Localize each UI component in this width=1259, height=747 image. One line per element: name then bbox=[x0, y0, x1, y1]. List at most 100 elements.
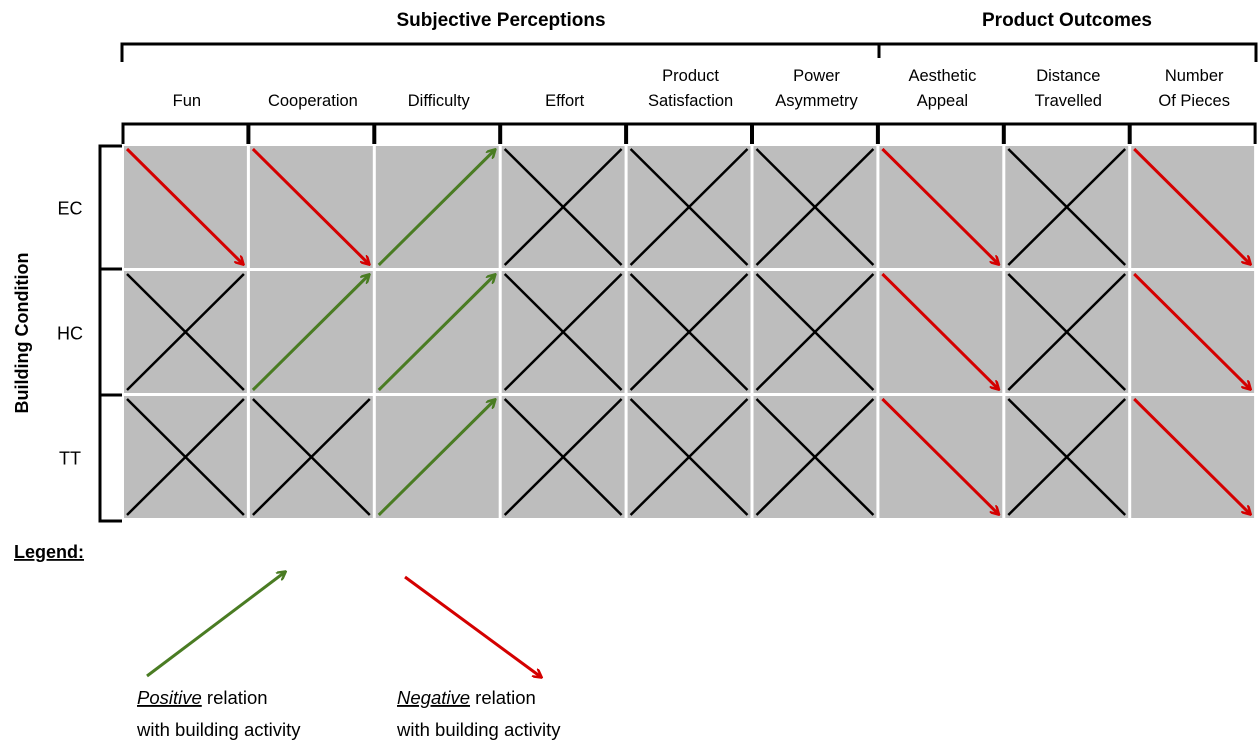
column-label: Number bbox=[1165, 67, 1224, 85]
column-label: Power bbox=[793, 67, 840, 85]
negative-arrow bbox=[1133, 147, 1250, 264]
column-bracket bbox=[1002, 122, 1131, 144]
cross-line bbox=[629, 273, 749, 391]
cell-none bbox=[1005, 396, 1129, 518]
negative-arrow bbox=[1133, 397, 1250, 514]
cell-negative bbox=[249, 146, 373, 268]
legend-negative-label: Negative relation bbox=[397, 687, 536, 708]
column-label: Travelled bbox=[1035, 92, 1102, 110]
cell-positive bbox=[249, 271, 373, 393]
column-bracket bbox=[247, 122, 376, 144]
cell-positive bbox=[375, 396, 499, 518]
cell-grid bbox=[124, 146, 1255, 518]
cell-none bbox=[753, 146, 877, 268]
negative-arrow bbox=[1133, 272, 1250, 389]
positive-arrow bbox=[377, 400, 495, 517]
column-bracket bbox=[373, 122, 502, 144]
legend-negative-arrow bbox=[404, 575, 541, 677]
column-label: Fun bbox=[173, 92, 201, 110]
cross-line bbox=[629, 398, 749, 516]
column-label: Distance bbox=[1036, 67, 1100, 85]
column-label: Effort bbox=[545, 92, 585, 110]
cross-line bbox=[503, 273, 623, 391]
cell-none bbox=[1005, 146, 1129, 268]
column-bracket bbox=[751, 122, 879, 144]
cross-line bbox=[503, 398, 623, 516]
cell-none bbox=[501, 146, 625, 268]
legend-title: Legend: bbox=[14, 542, 84, 562]
cross-line bbox=[126, 273, 245, 391]
positive-arrow bbox=[377, 150, 495, 267]
cell-none bbox=[1005, 271, 1129, 393]
legend-positive-line2: with building activity bbox=[136, 719, 301, 740]
column-label: Asymmetry bbox=[775, 92, 858, 110]
column-label: Product bbox=[662, 67, 719, 85]
cell-positive bbox=[375, 146, 499, 268]
cell-none bbox=[627, 271, 751, 393]
cell-none bbox=[753, 271, 877, 393]
cell-negative bbox=[879, 396, 1003, 518]
negative-arrow bbox=[881, 272, 998, 389]
cell-negative bbox=[124, 146, 247, 268]
cell-none bbox=[627, 396, 751, 518]
cross-line bbox=[755, 398, 875, 516]
positive-arrow bbox=[377, 275, 495, 392]
cell-none bbox=[124, 396, 247, 518]
cell-negative bbox=[1131, 396, 1255, 518]
legend-negative-rest: relation bbox=[470, 687, 536, 708]
column-label: Of Pieces bbox=[1158, 92, 1230, 110]
legend-positive-label: Positive relation bbox=[137, 687, 268, 708]
cell-negative bbox=[879, 146, 1003, 268]
row-brace bbox=[98, 144, 122, 523]
legend-negative-line2: with building activity bbox=[396, 719, 561, 740]
column-brackets bbox=[121, 122, 1257, 144]
cross-line bbox=[503, 148, 623, 266]
cross-line bbox=[252, 398, 371, 516]
row-label: TT bbox=[59, 449, 81, 469]
row-label: EC bbox=[57, 199, 82, 219]
cross-line bbox=[629, 148, 749, 266]
cell-none bbox=[501, 271, 625, 393]
legend-negative-emphasis: Negative bbox=[397, 687, 470, 708]
rows-axis-title: Building Condition bbox=[12, 253, 32, 414]
negative-arrow bbox=[125, 147, 243, 264]
column-bracket bbox=[1128, 122, 1257, 144]
negative-arrow bbox=[251, 147, 369, 264]
cross-line bbox=[1007, 273, 1127, 391]
legend-positive-arrow bbox=[146, 572, 285, 678]
cell-negative bbox=[879, 271, 1003, 393]
column-label: Cooperation bbox=[268, 92, 358, 110]
cell-none bbox=[124, 271, 247, 393]
column-labels: Fun Cooperation Difficulty Effort Product Sat… bbox=[173, 67, 1230, 110]
cross-line bbox=[755, 148, 875, 266]
column-label: Satisfaction bbox=[648, 92, 733, 110]
legend-positive-emphasis: Positive bbox=[137, 687, 202, 708]
column-label: Difficulty bbox=[408, 92, 471, 110]
positive-arrow bbox=[251, 275, 369, 392]
cell-none bbox=[501, 396, 625, 518]
column-bracket bbox=[121, 122, 250, 144]
column-bracket bbox=[499, 122, 628, 144]
group-title-product-outcomes: Product Outcomes bbox=[982, 10, 1152, 31]
negative-arrow bbox=[881, 397, 998, 514]
negative-arrow bbox=[881, 147, 998, 264]
cell-negative bbox=[1131, 146, 1255, 268]
cell-none bbox=[753, 396, 877, 518]
cross-line bbox=[1007, 148, 1127, 266]
legend-positive-rest: relation bbox=[202, 687, 268, 708]
column-label: Aesthetic bbox=[908, 67, 976, 85]
group-title-subjective-perceptions: Subjective Perceptions bbox=[396, 10, 605, 31]
group-brace bbox=[120, 42, 1258, 62]
cell-negative bbox=[1131, 271, 1255, 393]
cell-positive bbox=[375, 271, 499, 393]
cross-line bbox=[755, 273, 875, 391]
row-labels: EC HC TT bbox=[57, 199, 83, 469]
cell-none bbox=[249, 396, 373, 518]
cell-none bbox=[627, 146, 751, 268]
column-bracket bbox=[876, 122, 1005, 144]
row-label: HC bbox=[57, 324, 83, 344]
cross-line bbox=[126, 398, 245, 516]
column-label: Appeal bbox=[917, 92, 968, 110]
column-bracket bbox=[625, 122, 753, 144]
